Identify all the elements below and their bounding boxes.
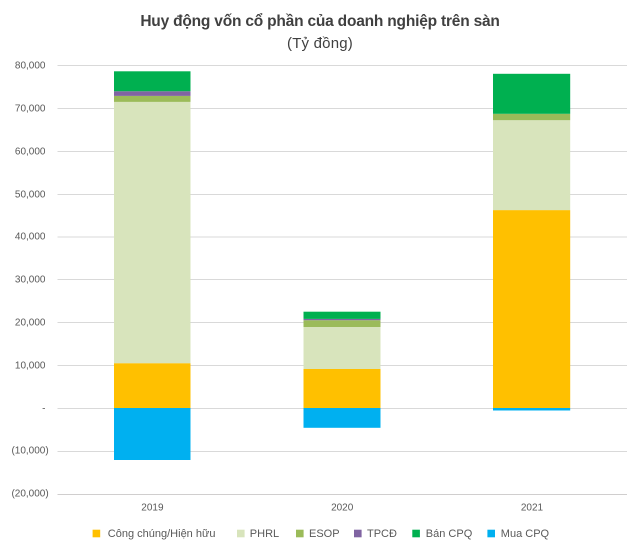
svg-text:-: - [42, 404, 45, 415]
svg-text:(20,000): (20,000) [11, 489, 48, 500]
svg-text:ESOP: ESOP [309, 528, 340, 540]
svg-text:2020: 2020 [331, 503, 354, 514]
svg-text:70,000: 70,000 [15, 104, 46, 115]
svg-text:30,000: 30,000 [15, 275, 46, 286]
svg-text:2021: 2021 [521, 503, 544, 514]
svg-text:80,000: 80,000 [15, 61, 46, 72]
svg-text:PHRL: PHRL [250, 528, 279, 540]
svg-text:20,000: 20,000 [15, 318, 46, 329]
svg-text:Công chúng/Hiện hữu: Công chúng/Hiện hữu [108, 528, 216, 540]
svg-text:2019: 2019 [141, 503, 164, 514]
svg-text:Mua CPQ: Mua CPQ [501, 528, 550, 540]
svg-text:10,000: 10,000 [15, 361, 46, 372]
svg-text:60,000: 60,000 [15, 147, 46, 158]
svg-text:Bán CPQ: Bán CPQ [426, 528, 473, 540]
svg-text:Huy động vốn cổ phần của doanh: Huy động vốn cổ phần của doanh nghiệp tr… [140, 13, 499, 30]
svg-text:50,000: 50,000 [15, 190, 46, 201]
svg-text:40,000: 40,000 [15, 232, 46, 243]
svg-text:TPCĐ: TPCĐ [367, 528, 397, 540]
svg-text:(Tỷ đồng): (Tỷ đồng) [287, 35, 353, 52]
svg-text:(10,000): (10,000) [11, 446, 48, 457]
